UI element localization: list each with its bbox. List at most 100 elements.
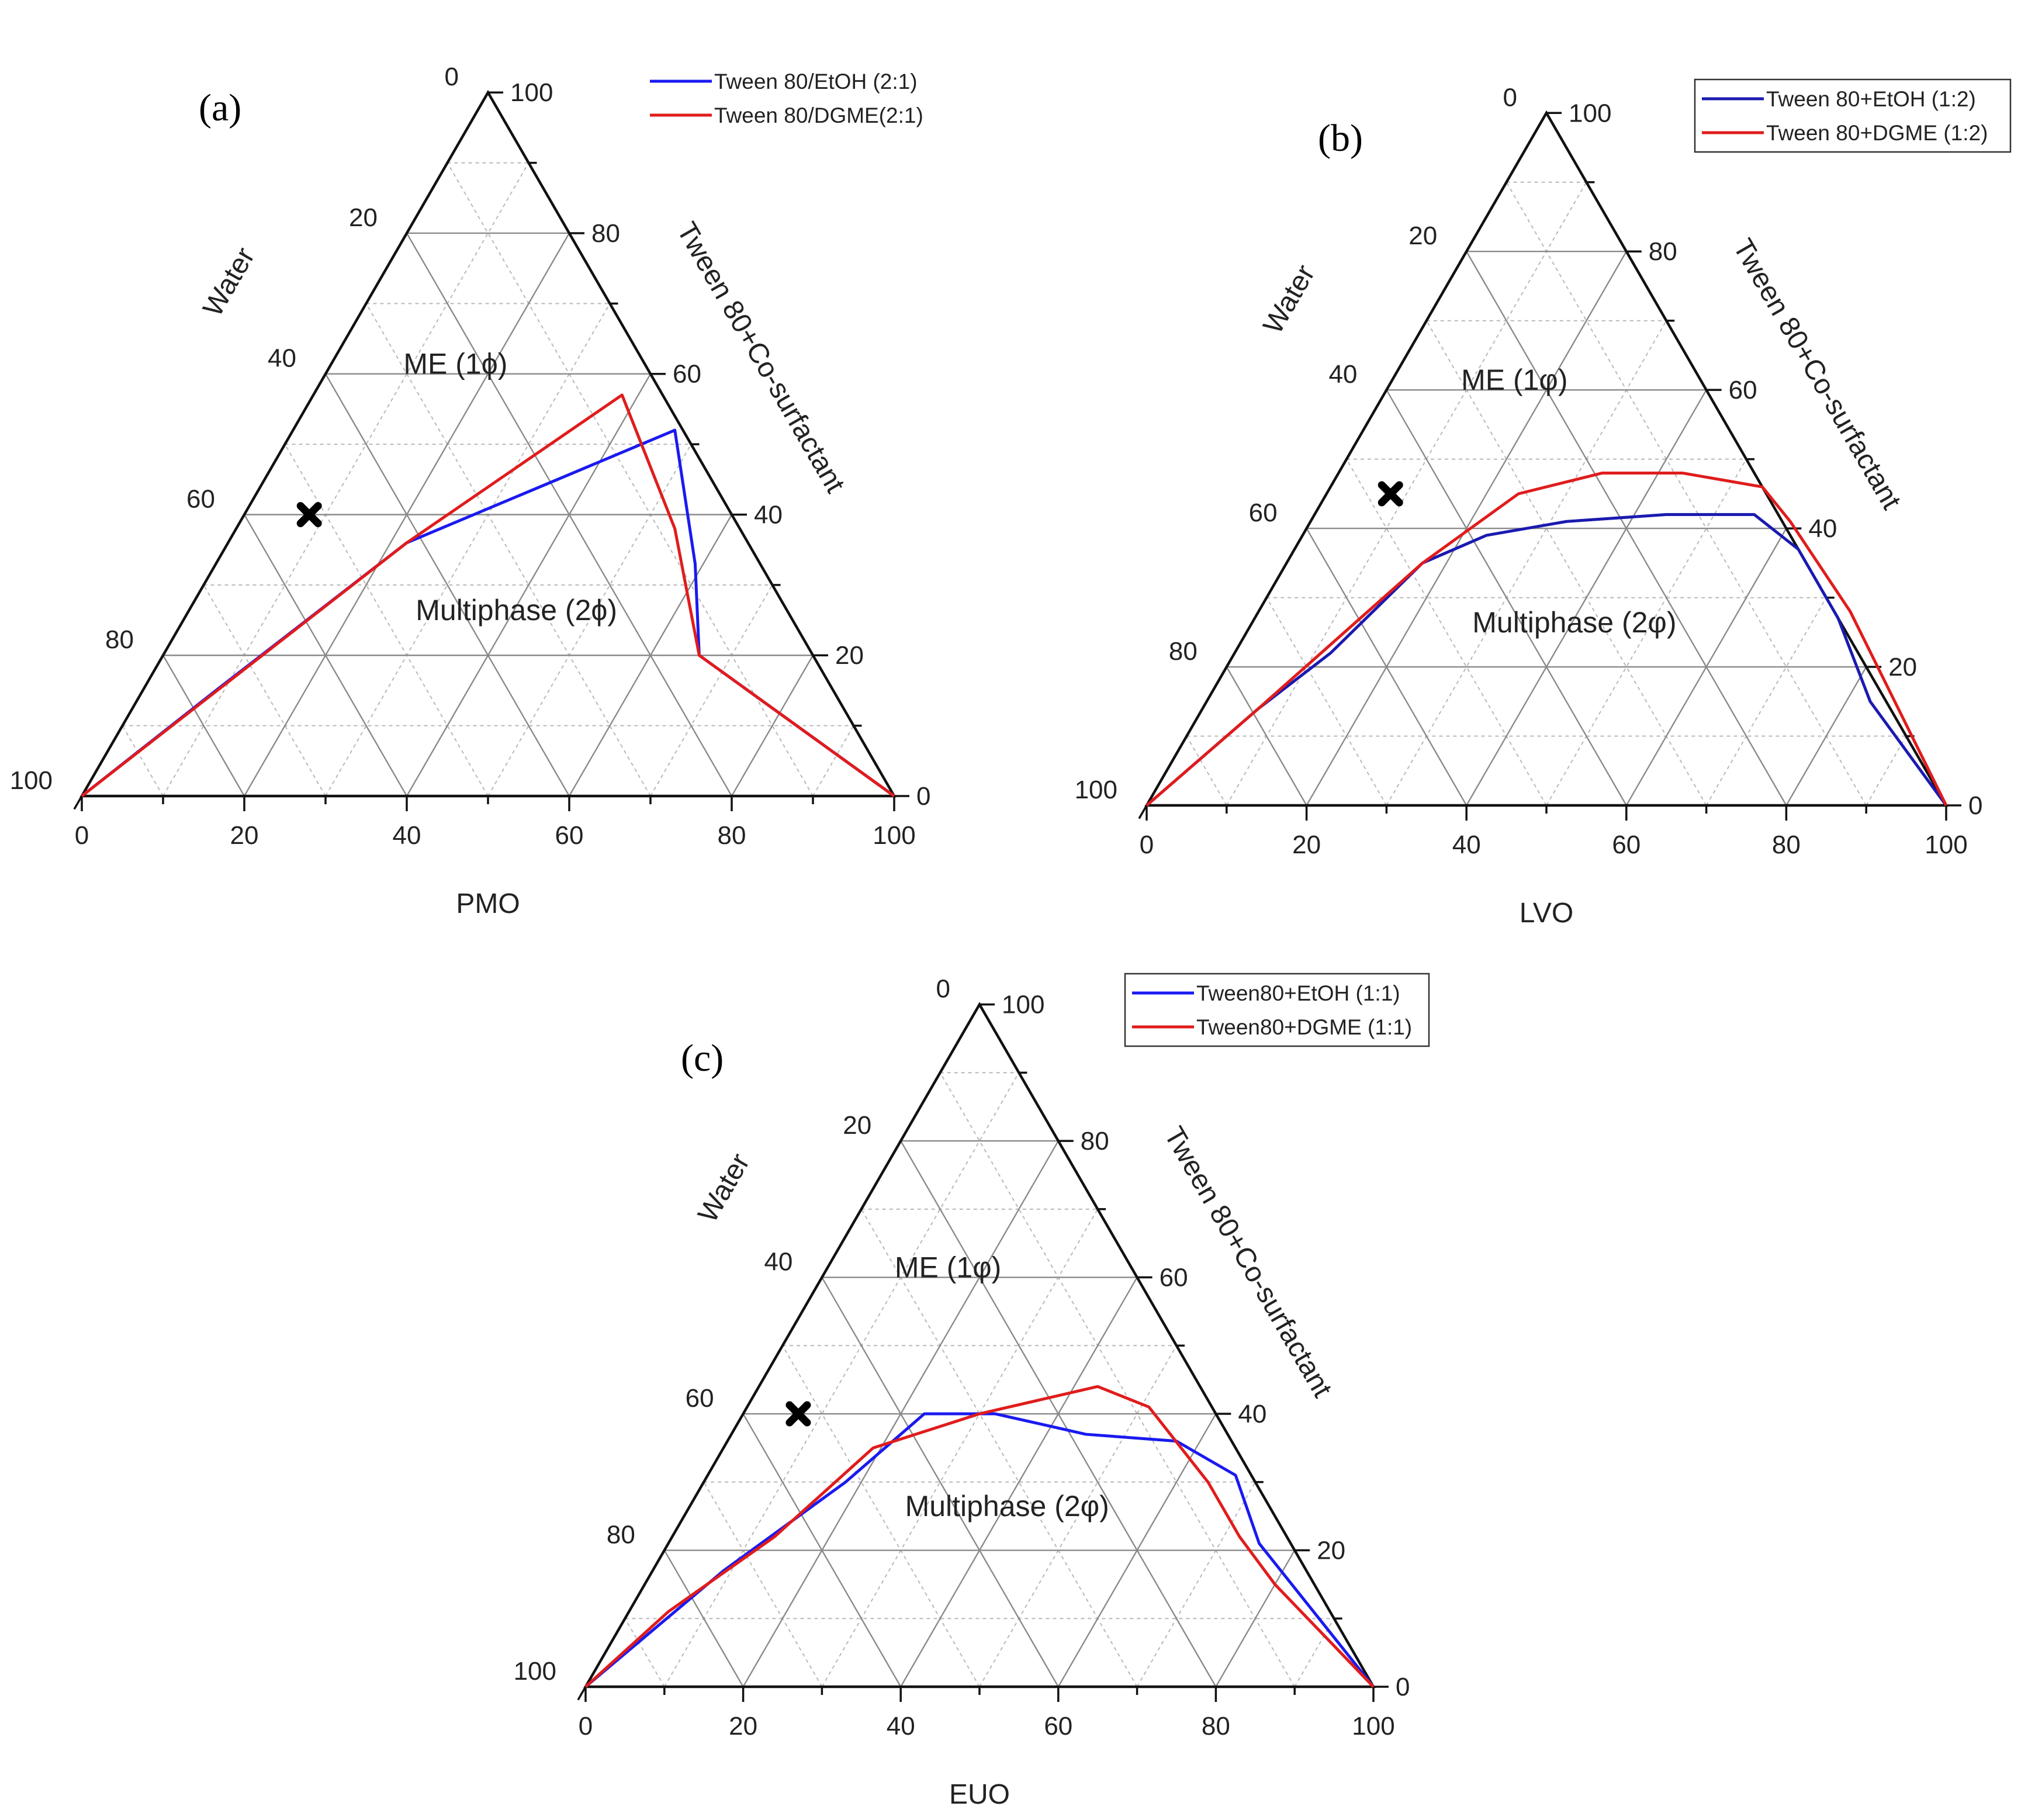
ternary-panel-a: 0 0 0 20 20 20 40 40 40 60 60 60 80 80 80 100 100 100 PMO W… bbox=[10, 63, 931, 919]
legend-entry: Tween80+DGME (1:1) bbox=[1196, 1015, 1412, 1039]
tick-label-right: 40 bbox=[1238, 1400, 1266, 1428]
tick-label-right: 60 bbox=[1160, 1264, 1188, 1292]
series-line-dgme bbox=[584, 1385, 1375, 1688]
legend-box bbox=[1124, 973, 1430, 1047]
tick-label-bottom: 20 bbox=[729, 1712, 757, 1741]
grid-line-major bbox=[243, 514, 408, 797]
grid-line-major bbox=[731, 655, 814, 797]
tick-left bbox=[1138, 805, 1148, 819]
grid-line-major bbox=[900, 1276, 1138, 1687]
tick-left bbox=[73, 795, 83, 810]
tick-label-left: 40 bbox=[268, 344, 296, 373]
tick-label-left: 40 bbox=[1328, 360, 1357, 389]
tick-left bbox=[892, 1140, 902, 1155]
region-label-me: ME (1ϕ) bbox=[403, 348, 507, 380]
grid-line-minor bbox=[1506, 182, 1867, 806]
x-marker bbox=[296, 501, 322, 527]
tick-label-bottom: 100 bbox=[873, 821, 915, 850]
tick-label-right: 20 bbox=[835, 641, 864, 670]
bottom-axis-title: PMO bbox=[456, 888, 520, 919]
grid-line-major bbox=[1386, 389, 1627, 806]
grid-line-major bbox=[406, 373, 652, 797]
tick-left bbox=[1218, 666, 1228, 681]
tick-left bbox=[1501, 181, 1508, 190]
grid-line-minor bbox=[1136, 1482, 1256, 1687]
tick-label-right: 40 bbox=[754, 500, 783, 529]
panel-label: (a) bbox=[199, 86, 241, 129]
tick-label-bottom: 60 bbox=[1612, 831, 1641, 859]
grid-line-minor bbox=[663, 1072, 1020, 1687]
tick-label-right: 100 bbox=[1569, 99, 1611, 127]
grid-line-major bbox=[1306, 528, 1468, 806]
tick-left bbox=[656, 1549, 666, 1564]
grid-line-minor bbox=[650, 584, 773, 797]
tick-left bbox=[1261, 597, 1268, 605]
tick-left bbox=[735, 1413, 745, 1428]
legend-entry: Tween 80/DGME(2:1) bbox=[714, 103, 923, 127]
minor-grid bbox=[624, 1072, 1335, 1687]
series-line-dgme bbox=[81, 393, 895, 798]
tick-label-right: 0 bbox=[916, 782, 930, 811]
legend: Tween 80/EtOH (2:1) Tween 80/DGME(2:1) bbox=[650, 70, 923, 127]
tick-left bbox=[198, 584, 205, 593]
tick-left bbox=[856, 1208, 863, 1217]
legend-box bbox=[1694, 78, 2012, 153]
bottom-axis-title: EUO bbox=[949, 1779, 1010, 1810]
major-grid bbox=[663, 1140, 1296, 1687]
tick-left bbox=[279, 444, 286, 452]
legend: Tween80+EtOH (1:1) Tween80+DGME (1:1) bbox=[1124, 973, 1430, 1047]
grid-line-major bbox=[1466, 251, 1787, 806]
triangle-frame bbox=[79, 89, 897, 798]
tick-left bbox=[154, 655, 164, 669]
tick-marks bbox=[73, 91, 909, 811]
series-line-dgme bbox=[1145, 471, 1948, 807]
grid-line-major bbox=[1226, 666, 1307, 806]
tick-label-left: 0 bbox=[1503, 83, 1517, 112]
tick-label-left: 60 bbox=[186, 485, 215, 513]
grid-line-minor bbox=[1866, 736, 1907, 806]
tick-left bbox=[479, 92, 489, 106]
legend: Tween 80+EtOH (1:2) Tween 80+DGME (1:2) bbox=[1694, 78, 2012, 153]
major-grid bbox=[1226, 251, 1867, 806]
grid-line-minor bbox=[1186, 736, 1227, 806]
grid-line-minor bbox=[203, 584, 326, 797]
tick-label-right: 20 bbox=[1888, 653, 1917, 681]
tick-left bbox=[442, 162, 449, 171]
grid-line-minor bbox=[979, 1345, 1177, 1687]
x-marker-stroke bbox=[296, 501, 322, 527]
tick-label-bottom: 80 bbox=[1772, 831, 1801, 859]
grid-line-minor bbox=[860, 1209, 1138, 1687]
tick-label-bottom: 20 bbox=[230, 821, 259, 850]
grid-line-major bbox=[324, 373, 570, 797]
tick-label-left: 80 bbox=[607, 1521, 635, 1549]
tick-label-bottom: 100 bbox=[1925, 831, 1967, 859]
tick-left bbox=[1378, 389, 1387, 404]
tick-label-bottom: 80 bbox=[1202, 1712, 1230, 1741]
x-marker bbox=[1378, 481, 1403, 507]
grid-line-minor bbox=[447, 162, 814, 797]
tick-label-bottom: 100 bbox=[1352, 1712, 1394, 1741]
tick-left bbox=[1458, 251, 1468, 265]
x-marker-stroke bbox=[785, 1401, 811, 1427]
tick-label-left: 60 bbox=[686, 1384, 714, 1413]
left-axis-title: Water bbox=[197, 243, 261, 322]
tick-left bbox=[935, 1072, 942, 1081]
tick-left bbox=[577, 1686, 587, 1701]
tick-label-left: 20 bbox=[349, 203, 378, 232]
grid-line-minor bbox=[1425, 320, 1707, 806]
tick-left bbox=[236, 514, 245, 528]
left-axis-title: Water bbox=[692, 1148, 756, 1228]
region-label-multiphase: Multiphase (2ϕ) bbox=[416, 594, 617, 627]
tick-label-bottom: 60 bbox=[555, 821, 584, 850]
grid-line-minor bbox=[162, 162, 529, 797]
region-label-multiphase: Multiphase (2φ) bbox=[1472, 606, 1676, 639]
region-label-multiphase: Multiphase (2φ) bbox=[905, 1490, 1109, 1523]
tick-left bbox=[398, 233, 408, 247]
left-axis-title: Water bbox=[1258, 259, 1321, 339]
tick-label-bottom: 40 bbox=[1452, 831, 1481, 859]
tick-label-left: 100 bbox=[10, 766, 53, 795]
tick-left bbox=[1181, 735, 1188, 744]
tick-label-bottom: 0 bbox=[579, 1712, 593, 1741]
tick-label-bottom: 60 bbox=[1044, 1712, 1072, 1741]
tick-label-bottom: 0 bbox=[1140, 831, 1154, 859]
